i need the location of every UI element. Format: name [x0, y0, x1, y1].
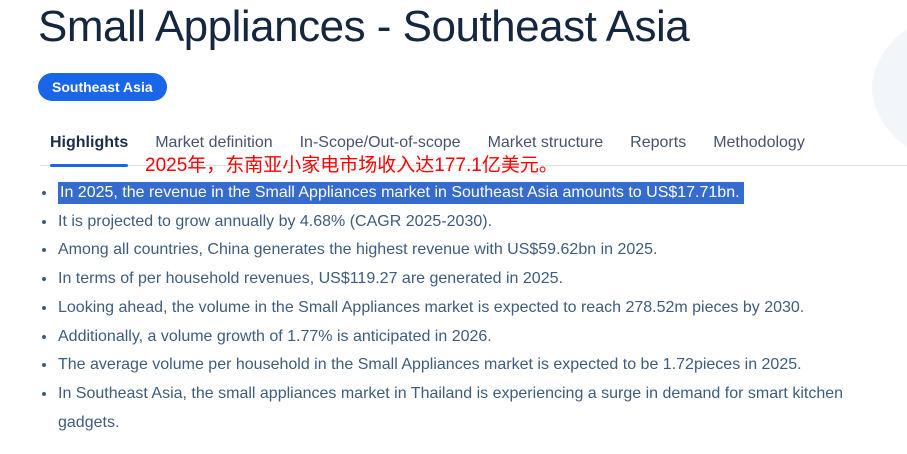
- list-item: The average volume per household in the …: [38, 351, 894, 380]
- tab-reports[interactable]: Reports: [630, 134, 687, 151]
- selected-text: In 2025, the revenue in the Small Applia…: [58, 182, 744, 204]
- region-badge[interactable]: Southeast Asia: [38, 73, 167, 101]
- tab-market-structure[interactable]: Market structure: [487, 134, 604, 151]
- list-item: In terms of per household revenues, US$1…: [38, 265, 894, 294]
- tab-market-definition[interactable]: Market definition: [155, 134, 273, 151]
- annotation-text: 2025年，东南亚小家电市场收入达177.1亿美元。: [145, 155, 558, 176]
- list-item: In 2025, the revenue in the Small Applia…: [38, 179, 894, 208]
- list-item: Additionally, a volume growth of 1.77% i…: [38, 323, 894, 352]
- list-item: Among all countries, China generates the…: [38, 236, 894, 265]
- tab-in-scope-out-of-scope[interactable]: In-Scope/Out-of-scope: [299, 134, 461, 151]
- tab-highlights[interactable]: Highlights: [50, 134, 129, 167]
- list-item: Looking ahead, the volume in the Small A…: [38, 294, 894, 323]
- tab-bar: Highlights Market definition In-Scope/Ou…: [40, 134, 907, 167]
- page-title: Small Appliances - Southeast Asia: [38, 2, 690, 51]
- highlights-list: In 2025, the revenue in the Small Applia…: [38, 179, 894, 437]
- list-item: It is projected to grow annually by 4.68…: [38, 208, 894, 237]
- tab-methodology[interactable]: Methodology: [713, 134, 805, 151]
- list-item: In Southeast Asia, the small appliances …: [38, 380, 894, 437]
